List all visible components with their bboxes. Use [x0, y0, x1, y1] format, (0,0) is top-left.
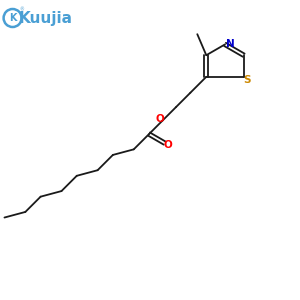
Text: K: K: [9, 13, 16, 23]
Text: N: N: [226, 39, 235, 50]
Text: O: O: [163, 140, 172, 151]
Text: ®: ®: [20, 7, 25, 12]
Text: Kuujia: Kuujia: [19, 11, 73, 26]
Text: S: S: [244, 75, 251, 85]
Text: O: O: [156, 114, 164, 124]
